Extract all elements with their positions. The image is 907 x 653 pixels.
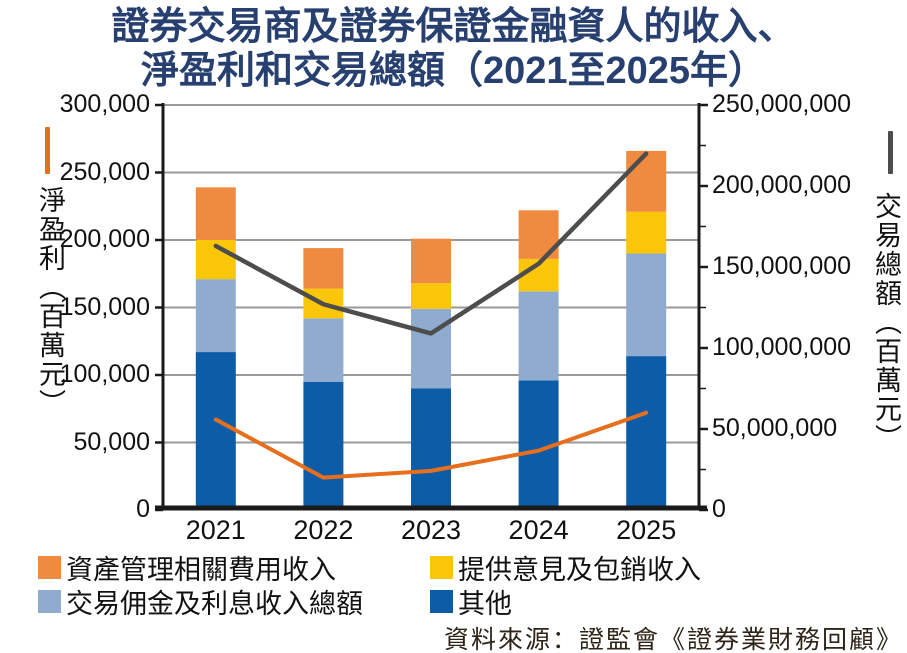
legend-label-advisory-underwriting: 提供意見及包銷收入 (458, 554, 701, 585)
legend-swatch-asset-management-fees (38, 555, 61, 579)
y-axis-tick-label-right: 0 (712, 495, 726, 523)
legend-label-other: 其他 (458, 588, 512, 619)
y-axis-tick-label-left: 50,000 (73, 427, 150, 456)
turnover-line (213, 151, 649, 336)
turnover-line-key-icon (888, 131, 893, 174)
y-axis-tick-label-left: 200,000 (59, 225, 150, 253)
bar-segment-other (626, 356, 667, 510)
bar-segment-other (411, 388, 451, 510)
y-axis-tick-label-left: 250,000 (59, 157, 150, 186)
bar-segment-asset-management-fees (411, 238, 451, 284)
y-axis-tick-label-right: 200,000,000 (712, 171, 852, 199)
y-axis-tick-label-left: 300,000 (59, 90, 150, 118)
legend-item-advisory-underwriting: 提供意見及包銷收入 (430, 553, 701, 585)
chart-title-line2: 淨盈利和交易總額（2021至2025年） (140, 50, 767, 92)
x-axis-label: 2021 (185, 515, 246, 545)
y-axis-tick-label-left: 150,000 (59, 292, 150, 321)
source-note: 資料來源：證監會《證券業財務回顧》 (443, 625, 903, 653)
legend-label-commission-interest: 交易佣金及利息收入總額 (66, 588, 363, 619)
net-profit-line-key-icon (45, 127, 50, 174)
y-axis-tick-label-left: 0 (136, 495, 150, 523)
legend-item-other: 其他 (430, 587, 512, 619)
legend-swatch-advisory-underwriting (430, 555, 453, 579)
bar-segment-commission-interest (518, 291, 559, 381)
y-axis-tick-label-right: 100,000,000 (712, 333, 852, 361)
y-axis-tick-label-right: 250,000,000 (712, 90, 852, 118)
net-profit-line (213, 410, 649, 480)
right-axis-title: 交易總額（百萬元） (871, 192, 901, 453)
bar-segment-advisory-underwriting (626, 211, 667, 254)
bar-segment-asset-management-fees (626, 150, 667, 212)
legend-item-asset-management-fees: 資產管理相關費用收入 (38, 553, 336, 585)
bar-segment-commission-interest (626, 253, 667, 357)
y-axis-tick-label-left: 100,000 (59, 360, 150, 388)
x-axis-label: 2022 (293, 515, 354, 545)
legend-label-asset-management-fees: 資產管理相關費用收入 (66, 554, 336, 585)
x-axis-label: 2025 (616, 515, 677, 545)
bar-segment-commission-interest (411, 308, 451, 389)
bar-segment-advisory-underwriting (411, 283, 451, 309)
bar-segment-other (195, 352, 236, 510)
bar-segment-asset-management-fees (303, 248, 344, 289)
legend-item-commission-interest: 交易佣金及利息收入總額 (38, 587, 363, 619)
y-axis-tick-label-right: 150,000,000 (712, 252, 852, 280)
bar-segment-commission-interest (303, 318, 344, 382)
legend-swatch-other (430, 589, 453, 613)
plot-area (155, 103, 708, 512)
bar-segment-other (303, 381, 344, 510)
legend-swatch-commission-interest (38, 589, 61, 613)
bar-segment-commission-interest (195, 279, 236, 353)
bar-segment-asset-management-fees (195, 187, 236, 240)
x-axis-label: 2023 (400, 515, 462, 545)
y-axis-tick-label-right: 50,000,000 (712, 414, 838, 442)
left-axis-title: 淨盈利（百萬元） (35, 186, 65, 418)
x-axis-label: 2024 (508, 515, 569, 545)
chart-title-line1: 證券交易商及證券保證金融資人的收入、 (111, 6, 796, 48)
